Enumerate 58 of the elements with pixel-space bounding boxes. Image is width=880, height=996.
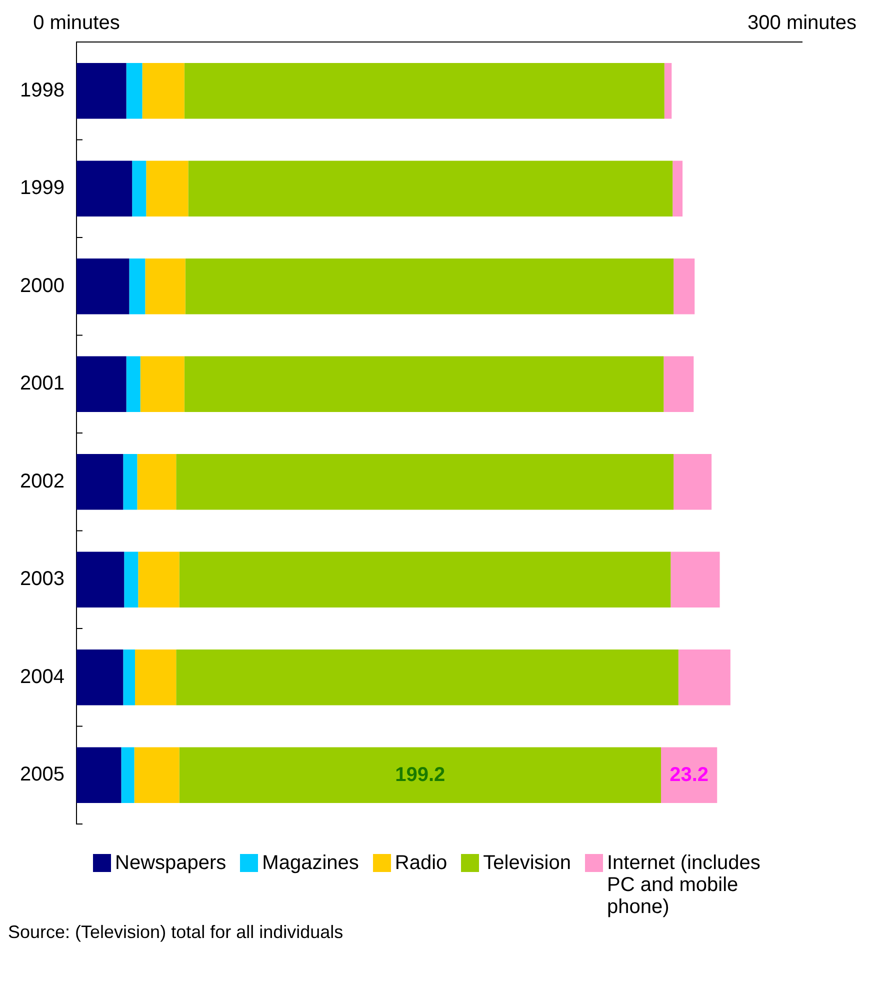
bar <box>176 650 678 706</box>
y-tick-label: 2000 <box>20 274 64 297</box>
source-note: Source: (Television) total for all individuals <box>8 922 344 943</box>
bar <box>145 258 186 314</box>
bar <box>184 356 664 412</box>
bar <box>185 258 674 314</box>
bar <box>76 356 126 412</box>
bar <box>76 552 124 608</box>
y-tick-label: 1998 <box>20 79 64 102</box>
bar <box>76 454 124 510</box>
bar <box>140 356 184 412</box>
y-tick-label: 2003 <box>20 568 64 590</box>
bar <box>138 552 180 608</box>
y-tick-label: 2002 <box>20 470 64 492</box>
y-tick-label: 2001 <box>20 372 64 395</box>
legend-label: Newspapers <box>115 852 226 874</box>
legend-label: Internet (includes PC and mobile phone) <box>606 852 762 918</box>
bar <box>670 552 720 608</box>
bar <box>188 160 673 216</box>
bar <box>135 650 176 706</box>
y-tick-label: 2004 <box>20 666 64 688</box>
bar <box>142 63 184 119</box>
bar <box>184 63 664 119</box>
bar <box>132 160 146 216</box>
y-tick-label: 2005 <box>20 764 64 786</box>
bar <box>121 747 134 803</box>
bar <box>176 454 674 510</box>
x-tick-label: 300 minutes <box>748 12 856 34</box>
bar <box>674 258 695 314</box>
bar <box>137 454 176 510</box>
bar <box>123 454 138 510</box>
bar <box>76 747 122 803</box>
x-tick-label: 0 minutes <box>33 12 120 34</box>
bar <box>664 63 672 119</box>
bar <box>179 747 662 803</box>
bar <box>76 63 126 119</box>
bar <box>678 650 730 706</box>
bar <box>672 160 683 216</box>
data-label: 199.2 <box>395 764 446 786</box>
bar <box>134 747 180 803</box>
bar <box>674 454 712 510</box>
y-tick-label: 1999 <box>20 177 64 200</box>
bar <box>661 747 718 803</box>
legend-label: Magazines <box>262 852 359 874</box>
bar <box>146 160 188 216</box>
bar <box>76 650 124 706</box>
data-label: 23.2 <box>670 764 709 786</box>
bar <box>76 160 132 216</box>
bar <box>129 258 146 314</box>
bar <box>124 552 138 608</box>
bar <box>664 356 694 412</box>
bar <box>126 63 142 119</box>
legend-label: Television <box>483 852 571 874</box>
bar <box>179 552 671 608</box>
bar <box>126 356 140 412</box>
bar <box>123 650 136 706</box>
bar <box>76 258 130 314</box>
legend-label: Radio <box>394 852 448 874</box>
